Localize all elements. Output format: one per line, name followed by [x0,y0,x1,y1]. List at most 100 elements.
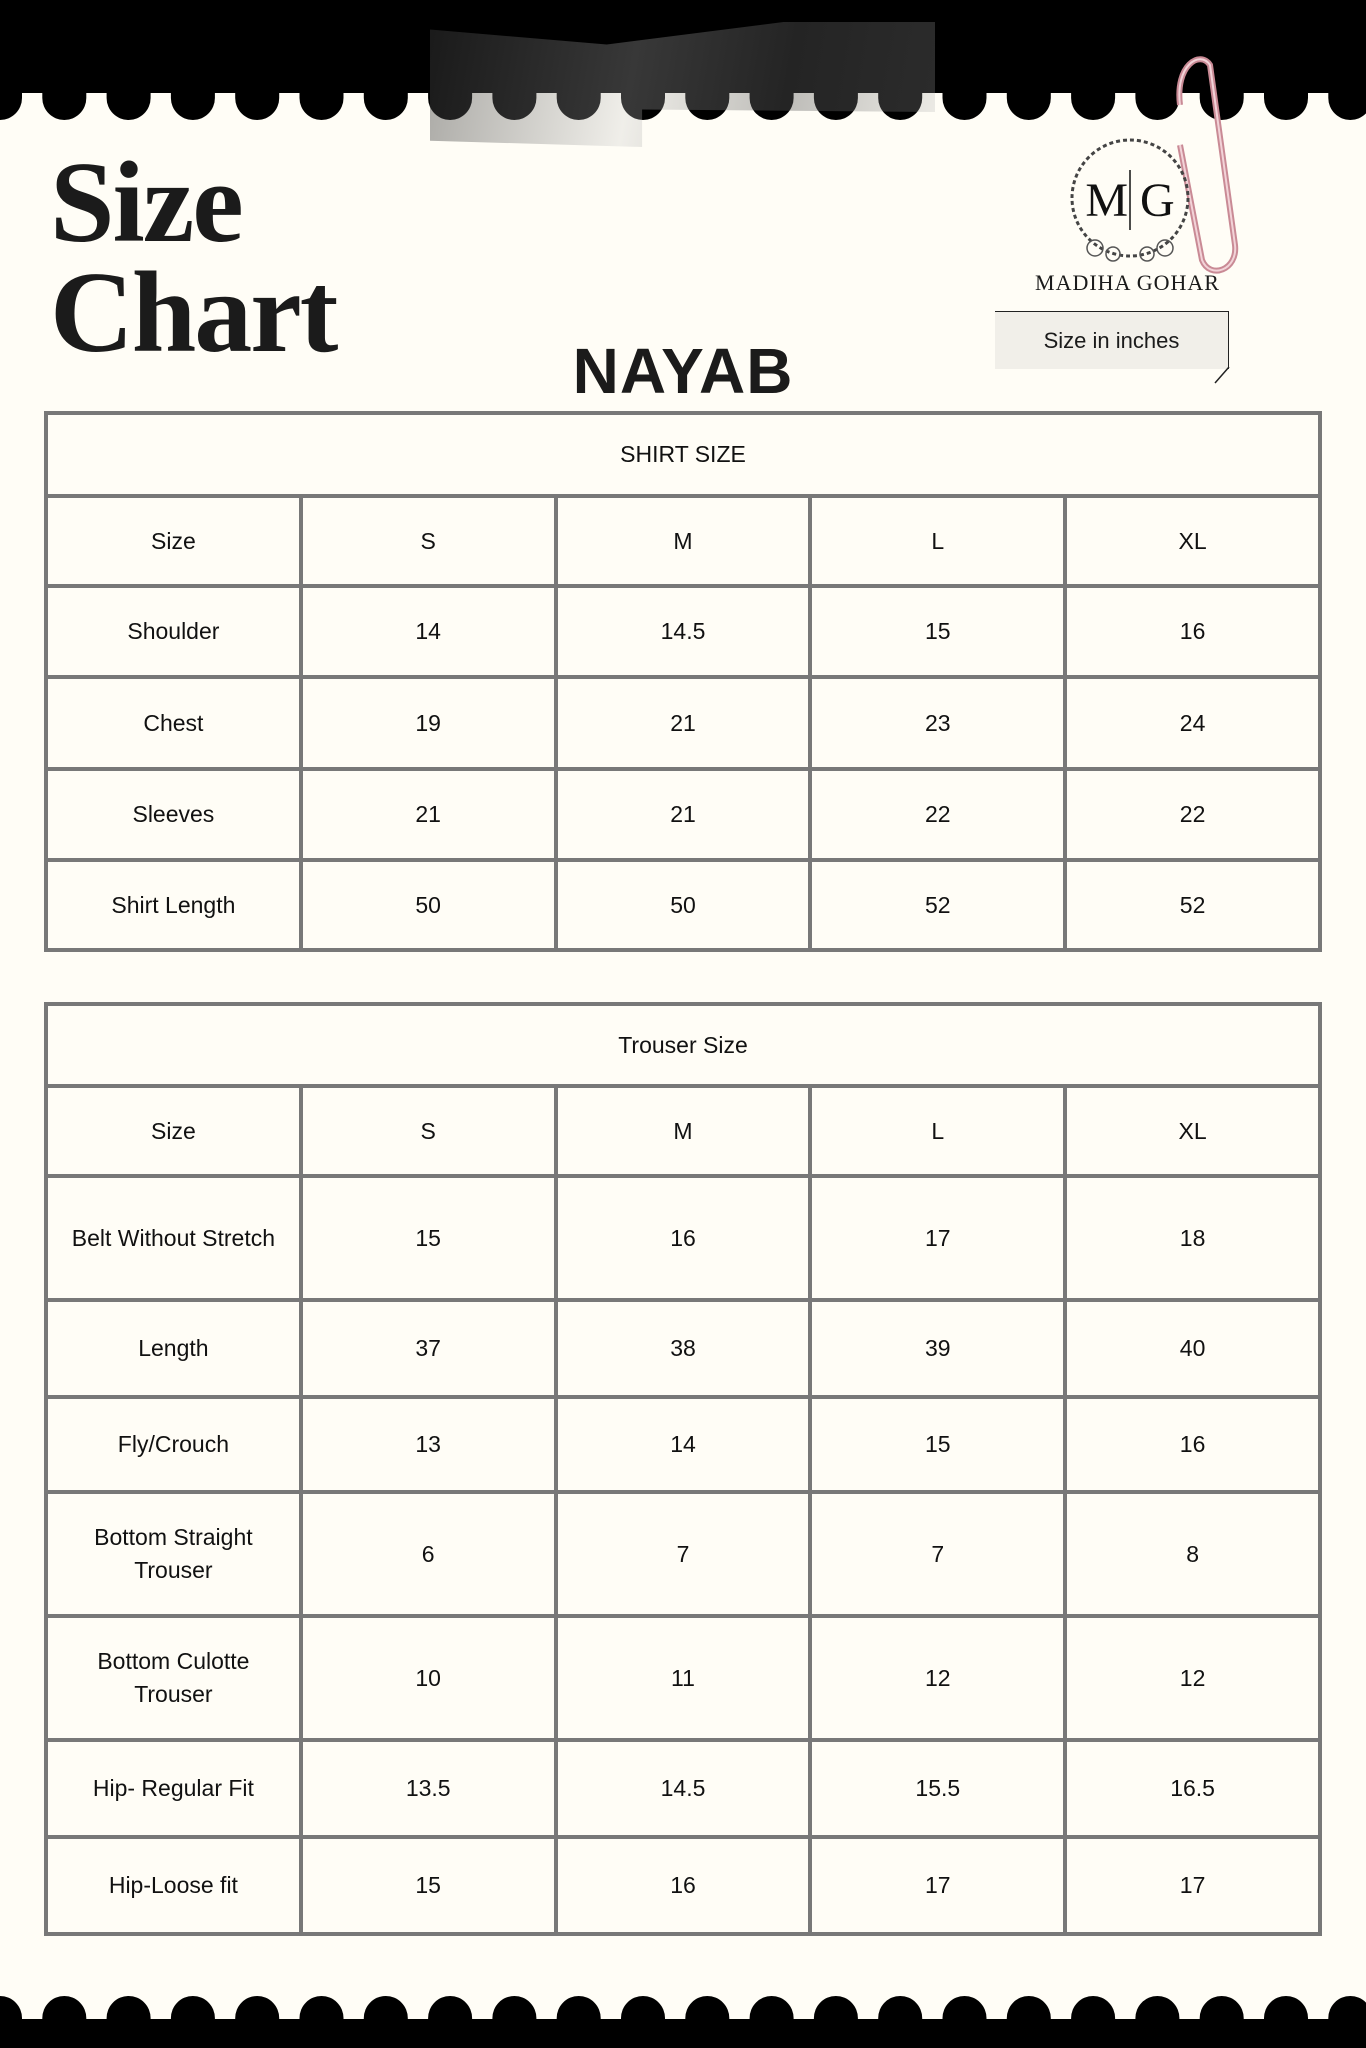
measurement-value: 22 [808,767,1068,862]
measurement-value: 52 [808,858,1068,952]
scallop [492,1996,537,2020]
measurement-value: 21 [553,675,813,771]
scallop [235,92,280,120]
measurement-value: 12 [808,1614,1068,1742]
measurement-value: 12 [1063,1614,1322,1742]
column-header: XL [1063,494,1322,588]
scallop [363,92,408,120]
measurement-value: 14 [553,1395,813,1494]
paperclip-icon [1176,56,1239,274]
product-name: NAYAB [572,335,794,407]
scallop [621,92,665,120]
table-row: Shirt Length 50 50 52 52 [44,858,1322,952]
scallop [0,92,22,120]
scallop [1006,1996,1051,2020]
measurement-value: 37 [298,1298,558,1399]
brand-name: MADIHA GOHAR [1035,270,1220,295]
measurement-value: 21 [298,767,558,862]
top-scallop-edge [0,92,1366,120]
measurement-value: 52 [1063,858,1322,952]
measurement-value: 18 [1063,1174,1322,1302]
measurement-value: 16.5 [1063,1738,1322,1839]
scallop [106,92,151,120]
measurement-label: Bottom Straight Trouser [44,1490,303,1618]
bottom-scallop-edge [0,1996,1366,2048]
scallop [1135,92,1180,120]
table-row: Belt Without Stretch 15 16 17 18 [44,1174,1322,1302]
scallop [878,92,923,120]
measurement-value: 38 [553,1298,813,1399]
scallop [1328,1996,1366,2020]
column-header: M [553,494,813,588]
scallop [363,1996,408,2020]
scallop [106,1996,151,2020]
measurement-value: 14.5 [553,1738,813,1839]
column-header: M [553,1084,813,1178]
measurement-value: 11 [553,1614,813,1742]
column-header-row: Size S M L XL [44,1084,1322,1178]
measurement-value: 15.5 [808,1738,1068,1839]
table-row: Chest 19 21 23 24 [44,675,1322,771]
scallop [813,92,858,120]
measurement-value: 19 [298,675,558,771]
scallop [621,1996,665,2020]
scallop [556,1996,601,2020]
scallop [942,1996,987,2020]
column-header: S [298,494,558,588]
measurement-value: 14.5 [553,584,813,679]
table-row: Fly/Crouch 13 14 15 16 [44,1395,1322,1494]
table-row: Sleeves 21 21 22 22 [44,767,1322,862]
measurement-label: Hip- Regular Fit [44,1738,303,1839]
measurement-value: 16 [1063,584,1322,679]
measurement-value: 40 [1063,1298,1322,1399]
table-row: Bottom Straight Trouser 6 7 7 8 [44,1490,1322,1618]
measurement-value: 16 [1063,1395,1322,1494]
callout-tail [1214,366,1230,384]
title-line-1: Size [50,139,244,267]
scallop [556,92,601,120]
scallop [170,1996,215,2020]
trouser-size-table: Trouser Size Size S M L XL Belt Without Stret… [44,1002,1322,1936]
scallop [299,1996,344,2020]
measurement-label: Length [44,1298,303,1399]
scallop [1071,92,1116,120]
tape-decoration [430,22,935,147]
measurement-value: 14 [298,584,558,679]
measurement-value: 39 [808,1298,1068,1399]
column-header-row: Size S M L XL [44,494,1322,588]
column-header: L [808,1084,1068,1178]
measurement-label: Shoulder [44,584,303,679]
measurement-label: Hip-Loose fit [44,1835,303,1936]
scallop [749,1996,794,2020]
measurement-value: 22 [1063,767,1322,862]
scallop [1264,1996,1308,2020]
measurement-value: 6 [298,1490,558,1618]
column-header: Size [44,1084,303,1178]
scallop [1328,92,1366,120]
top-border-band [0,0,1366,93]
measurement-value: 7 [808,1490,1068,1618]
measurement-value: 15 [808,1395,1068,1494]
measurement-value: 15 [298,1174,558,1302]
scallop [1199,92,1244,120]
scallop [1264,92,1308,120]
measurement-value: 15 [298,1835,558,1936]
scallop [1135,1996,1180,2020]
measurement-value: 7 [553,1490,813,1618]
scallop [42,92,87,120]
scallop [685,1996,730,2020]
scallop [42,1996,87,2020]
trouser-table-heading: Trouser Size [44,1002,1322,1088]
scallop [813,1996,858,2020]
title-line-2: Chart [50,249,338,377]
measurement-label: Bottom Culotte Trouser [44,1614,303,1742]
scallop [428,1996,473,2020]
table-row: Bottom Culotte Trouser 10 11 12 12 [44,1614,1322,1742]
scallop [685,92,730,120]
table-row: Shoulder 14 14.5 15 16 [44,584,1322,679]
measurement-value: 17 [808,1174,1068,1302]
measurement-value: 21 [553,767,813,862]
table-row: Length 37 38 39 40 [44,1298,1322,1399]
column-header: Size [44,494,303,588]
measurement-label: Chest [44,675,303,771]
